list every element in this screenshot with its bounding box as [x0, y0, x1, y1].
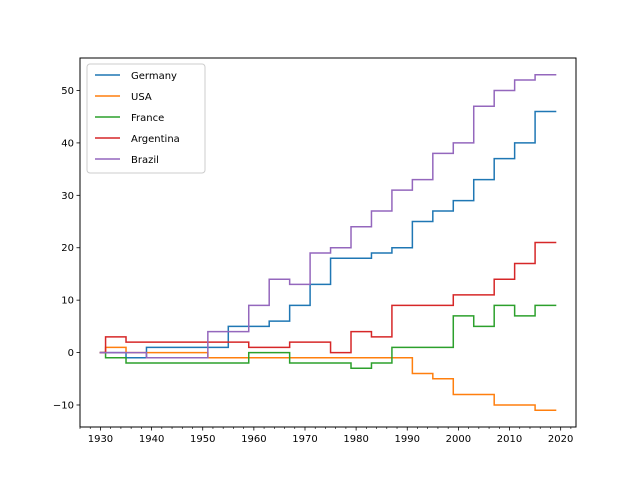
x-tick-label: 1990: [395, 434, 420, 445]
y-tick-label: 50: [61, 86, 74, 97]
x-tick-label: 1980: [343, 434, 368, 445]
x-tick-label: 1940: [139, 434, 164, 445]
legend-box: [86, 63, 206, 174]
plot-area-frame: [79, 57, 577, 428]
y-tick-label: −10: [53, 400, 74, 411]
legend-label-argentina: Argentina: [131, 134, 180, 145]
series-line-france: [99, 304, 557, 370]
x-tick-label: 1930: [88, 434, 113, 445]
legend-label-germany: Germany: [131, 71, 177, 82]
x-tick-label: 1960: [241, 434, 266, 445]
y-axis: −10 0 10 20 30 40 50: [53, 86, 80, 411]
y-tick-label: 0: [68, 348, 74, 359]
legend: Germany USA France Argentina Brazil: [86, 63, 206, 174]
y-tick-label: 30: [61, 191, 74, 202]
x-tick-label: 2010: [497, 434, 522, 445]
x-tick-label: 1950: [190, 434, 215, 445]
x-tick-label: 1970: [292, 434, 317, 445]
legend-label-usa: USA: [131, 92, 152, 103]
x-axis: 1930 1940 1950 1960 1970 1980 1990 2000 2010 2020: [79, 427, 573, 445]
series-line-brazil: [99, 74, 557, 359]
legend-label-france: France: [131, 113, 164, 124]
y-tick-label: 10: [61, 296, 74, 307]
y-tick-label: 40: [61, 138, 74, 149]
x-tick-label: 2000: [446, 434, 471, 445]
y-tick-label: 20: [61, 243, 74, 254]
series-line-argentina: [99, 241, 557, 354]
legend-label-brazil: Brazil: [131, 155, 159, 166]
series-line-germany: [99, 110, 557, 359]
series-layer: [99, 74, 557, 411]
x-tick-label: 2020: [548, 434, 573, 445]
